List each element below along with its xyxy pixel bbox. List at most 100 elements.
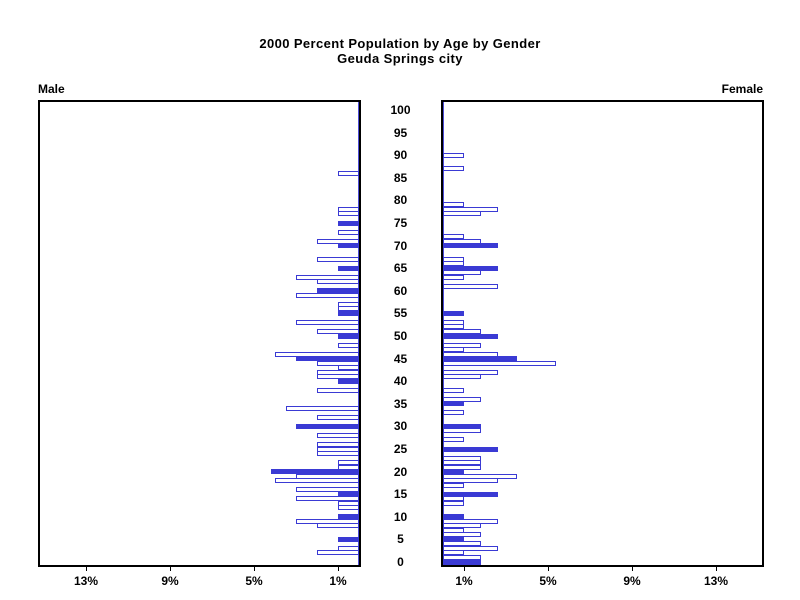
female-pct-5-tick — [548, 567, 549, 571]
male-axis-label: Male — [38, 82, 65, 96]
female-bar-age-78 — [443, 206, 498, 212]
male-bar-age-46 — [275, 351, 359, 357]
male-bars-container — [40, 102, 359, 565]
female-bar-age-7 — [443, 527, 464, 533]
male-bar-age-70 — [338, 243, 359, 249]
female-bar-age-66 — [443, 261, 464, 267]
male-bar-age-75 — [338, 220, 359, 226]
chart-title: 2000 Percent Population by Age by Gender… — [0, 36, 800, 66]
female-bar-age-79 — [443, 202, 464, 208]
male-bar-age-43 — [338, 365, 359, 371]
age-tick-label-15: 15 — [393, 487, 408, 502]
female-bar-age-22 — [443, 460, 481, 466]
female-bar-age-3 — [443, 545, 498, 551]
female-bar-age-15 — [443, 491, 498, 497]
female-bar-age-13 — [443, 500, 464, 506]
male-bar-age-3 — [338, 545, 359, 551]
age-tick-label-50: 50 — [393, 329, 408, 343]
female-bar-age-4 — [443, 541, 481, 547]
age-tick-label-90: 90 — [393, 148, 408, 163]
age-tick-label-75: 75 — [393, 216, 408, 230]
female-bar-age-77 — [443, 211, 481, 217]
male-bar-age-63 — [296, 274, 359, 280]
male-bar-age-22 — [338, 460, 359, 466]
female-bar-age-50 — [443, 333, 498, 339]
male-bar-age-15 — [338, 491, 359, 497]
male-bar-age-16 — [296, 487, 359, 493]
male-bar-age-18 — [275, 478, 359, 484]
male-bar-age-51 — [317, 328, 359, 334]
age-tick-label-55: 55 — [393, 306, 408, 321]
male-bar-age-77 — [338, 211, 359, 217]
male-bar-age-40 — [338, 378, 359, 384]
male-bar-age-14 — [296, 496, 359, 502]
male-bar-age-41 — [317, 374, 359, 380]
male-plot-area — [38, 100, 361, 567]
female-bar-age-87 — [443, 166, 464, 172]
male-bar-age-59 — [296, 292, 359, 298]
male-bar-age-2 — [317, 550, 359, 556]
age-tick-label-40: 40 — [393, 374, 408, 389]
female-bar-age-52 — [443, 324, 464, 330]
female-bar-age-9 — [443, 518, 498, 524]
female-bar-age-6 — [443, 532, 481, 538]
female-bar-age-5 — [443, 536, 464, 542]
female-bar-age-90 — [443, 152, 464, 158]
female-bars-container — [443, 102, 762, 565]
male-bar-age-13 — [338, 500, 359, 506]
age-tick-label-20: 20 — [393, 464, 408, 479]
female-plot-area — [441, 100, 764, 567]
female-bar-age-19 — [443, 473, 517, 479]
female-bar-age-25 — [443, 446, 498, 452]
age-tick-label-5: 5 — [397, 532, 404, 547]
male-bar-age-26 — [317, 441, 359, 447]
male-bar-age-21 — [338, 464, 359, 470]
female-bar-age-17 — [443, 482, 464, 488]
female-bar-age-8 — [443, 523, 481, 529]
female-bar-age-45 — [443, 356, 517, 362]
male-bar-age-19 — [296, 473, 359, 479]
female-pct-9-label: 9% — [623, 574, 641, 588]
female-bar-age-20 — [443, 469, 464, 475]
male-bar-age-48 — [338, 342, 359, 348]
age-tick-label-25: 25 — [393, 442, 408, 456]
female-pct-13-tick — [716, 567, 717, 571]
male-bar-age-55 — [338, 310, 359, 316]
male-pct-5-tick — [254, 567, 255, 571]
age-tick-label-100: 100 — [390, 103, 411, 117]
female-bar-age-46 — [443, 351, 498, 357]
male-bar-age-34 — [285, 405, 359, 411]
age-tick-label-85: 85 — [393, 170, 408, 185]
female-bar-age-36 — [443, 396, 481, 402]
male-bar-age-12 — [338, 505, 359, 511]
female-bar-age-71 — [443, 238, 481, 244]
male-bar-age-71 — [317, 238, 359, 244]
female-bar-age-42 — [443, 369, 498, 375]
male-bar-age-60 — [317, 288, 359, 294]
female-bar-age-29 — [443, 428, 481, 434]
female-bar-age-63 — [443, 274, 464, 280]
female-bar-age-18 — [443, 478, 498, 484]
female-bar-age-2 — [443, 550, 464, 556]
age-tick-label-65: 65 — [393, 261, 408, 276]
female-bar-age-61 — [443, 283, 498, 289]
male-bar-age-5 — [338, 536, 359, 542]
female-bar-age-35 — [443, 401, 464, 407]
female-pct-1-tick — [464, 567, 465, 571]
male-bar-age-78 — [338, 206, 359, 212]
age-tick-label-80: 80 — [393, 193, 408, 208]
male-bar-age-30 — [296, 423, 359, 429]
male-bar-age-10 — [338, 514, 359, 520]
female-pct-5-label: 5% — [539, 574, 557, 588]
female-bar-age-21 — [443, 464, 481, 470]
male-bar-age-24 — [317, 451, 359, 457]
male-bar-age-25 — [317, 446, 359, 452]
female-bar-age-30 — [443, 423, 481, 429]
female-bar-age-48 — [443, 342, 481, 348]
male-pct-1-tick — [338, 567, 339, 571]
female-bar-age-41 — [443, 374, 481, 380]
female-bar-age-47 — [443, 347, 464, 353]
age-tick-label-95: 95 — [393, 125, 408, 140]
male-bar-age-20 — [270, 469, 359, 475]
age-tick-label-10: 10 — [393, 509, 408, 524]
